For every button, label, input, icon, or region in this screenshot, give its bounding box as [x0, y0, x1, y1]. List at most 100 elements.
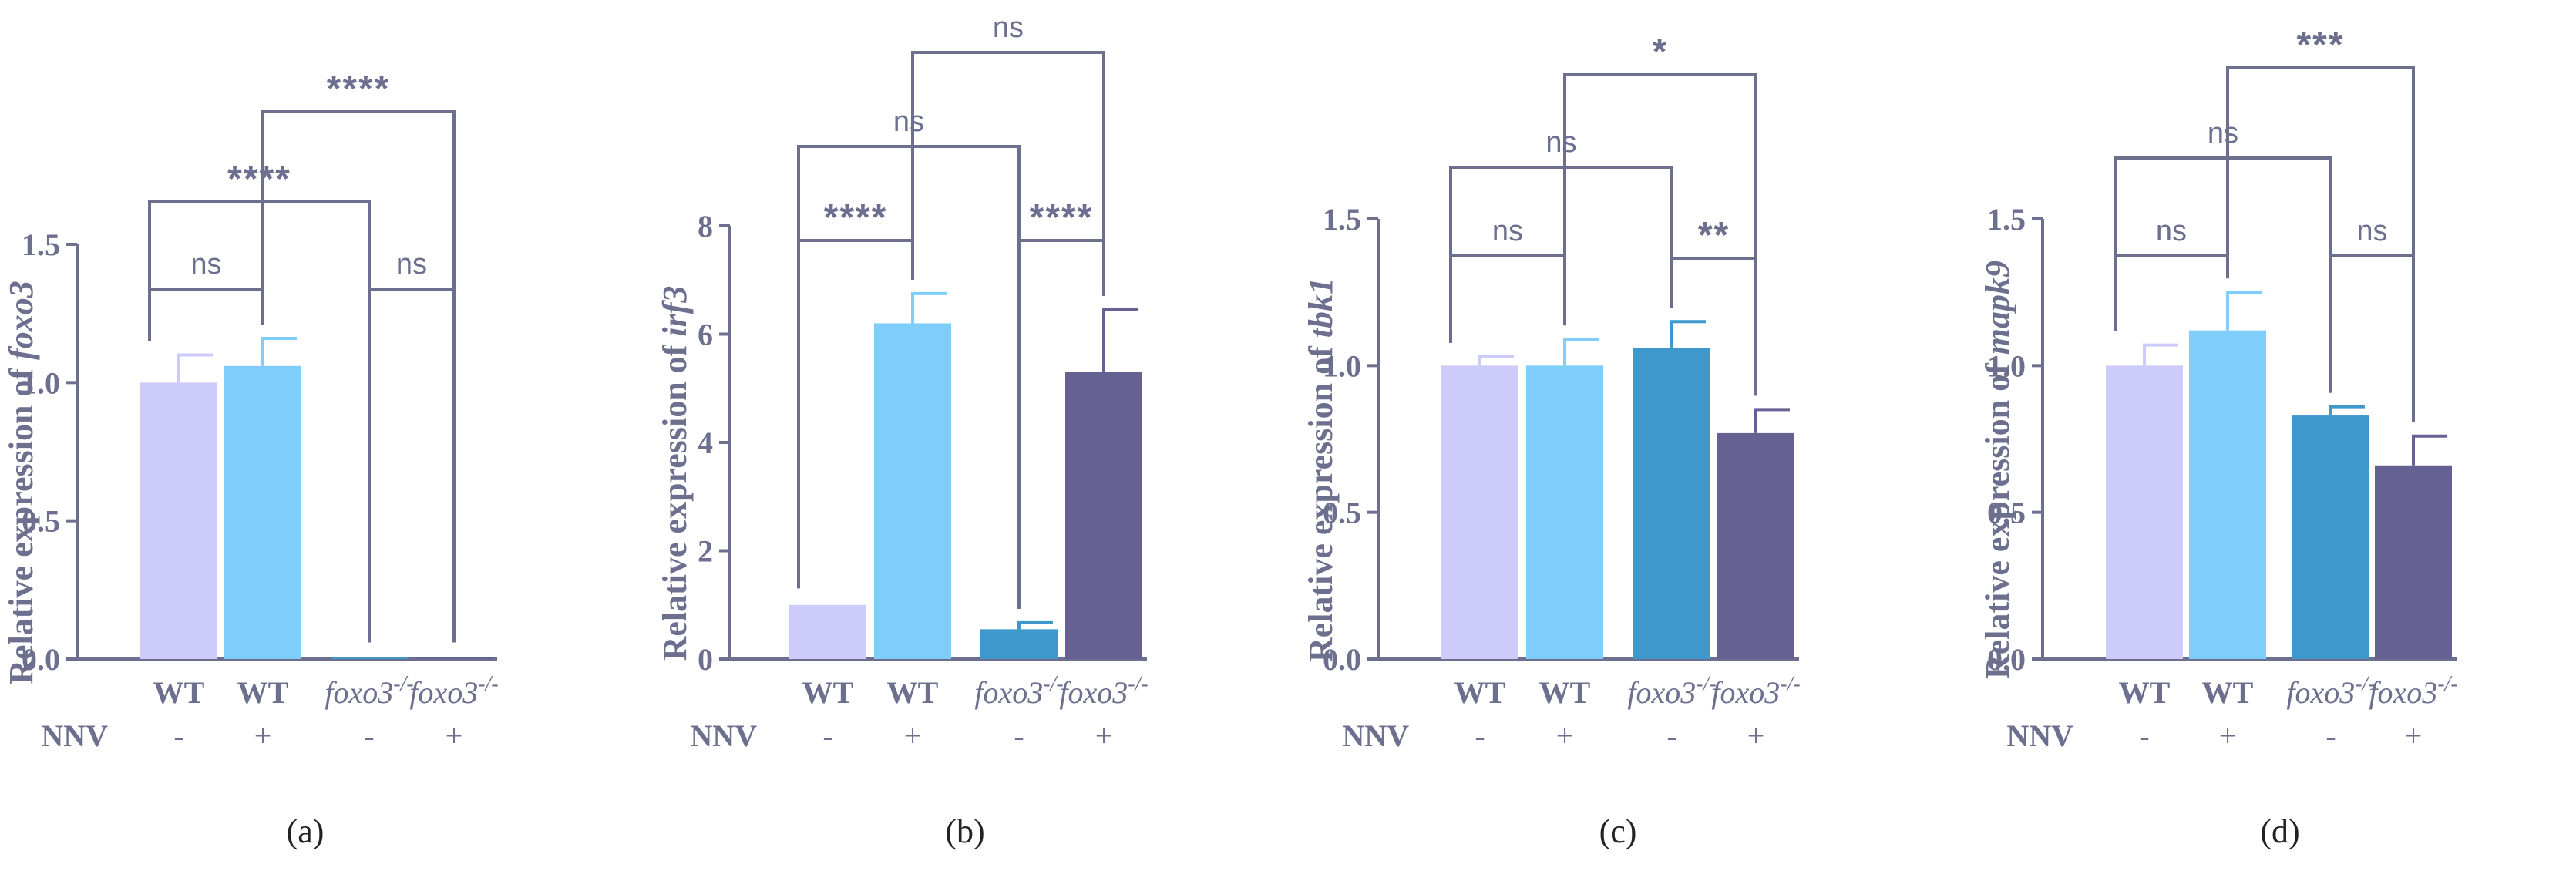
significance-label: ** — [1698, 215, 1730, 256]
x-category-gene: foxo3 — [2369, 675, 2437, 710]
x-category-gene: foxo3 — [1711, 675, 1780, 710]
x-category-label: foxo3-/- — [974, 672, 1063, 710]
y-axis-label-prefix: Relative expression of — [1302, 338, 1340, 662]
treatment-sign: + — [1747, 718, 1765, 753]
bar — [140, 382, 217, 659]
treatment-sign: - — [1475, 718, 1485, 753]
x-category-gene: foxo3 — [974, 675, 1043, 710]
x-category-superscript: -/- — [393, 672, 413, 696]
y-axis-label-prefix: Relative expression of — [1979, 355, 2016, 679]
x-category-label: foxo3-/- — [2286, 672, 2375, 710]
y-axis-label: Relative expression of tbk1 — [1302, 277, 1340, 662]
significance-bracket — [797, 145, 1021, 609]
y-tick-label: 1.5 — [1323, 202, 1361, 237]
x-category-superscript: -/- — [478, 672, 498, 696]
treatment-sign: - — [822, 718, 832, 753]
y-axis-label: Relative expression of mapk9 — [1979, 261, 2016, 679]
significance-bracket — [2114, 254, 2229, 331]
treatment-sign: - — [2139, 718, 2149, 753]
significance-label: ns — [893, 106, 924, 138]
bar — [980, 629, 1058, 659]
significance-label: ns — [2356, 215, 2387, 247]
x-category-label: foxo3-/- — [1059, 672, 1148, 710]
x-category-superscript: -/- — [1043, 672, 1063, 696]
y-axis-label-gene: tbk1 — [1302, 277, 1340, 338]
significance-bracket — [911, 51, 1105, 296]
significance-label: **** — [1030, 197, 1094, 238]
significance-label: ns — [1492, 215, 1523, 247]
y-tick-label: 8 — [698, 209, 713, 244]
significance-label: * — [1653, 32, 1669, 72]
significance-bracket — [148, 288, 264, 341]
y-axis-label-prefix: Relative expression of — [656, 337, 694, 661]
significance-bracket — [1449, 254, 1566, 343]
y-tick-label: 1.0 — [1987, 348, 2026, 383]
y-axis-label: Relative expression of irf3 — [656, 286, 694, 661]
x-category-label: WT — [1454, 675, 1506, 710]
treatment-sign: + — [904, 718, 922, 753]
x-category-superscript: -/- — [1128, 672, 1148, 696]
y-tick-label: 1.0 — [22, 365, 60, 400]
bar — [415, 657, 493, 659]
x-category-superscript: -/- — [2437, 672, 2457, 696]
y-tick-label: 0.5 — [1987, 496, 2026, 530]
y-axis-label-gene: foxo3 — [2, 281, 40, 360]
y-tick-label: 2 — [698, 534, 713, 569]
significance-bracket — [2226, 66, 2415, 422]
x-category-label: WT — [802, 675, 854, 710]
treatment-sign: - — [1666, 718, 1676, 753]
significance-label: ns — [190, 248, 221, 281]
x-category-superscript: -/- — [1696, 672, 1716, 696]
x-category-superscript: -/- — [2355, 672, 2375, 696]
y-axis-label-gene: irf3 — [656, 286, 694, 337]
significance-label: *** — [2296, 25, 2344, 66]
x-category-gene: foxo3 — [1059, 675, 1128, 710]
bar — [331, 657, 408, 659]
bar — [2189, 330, 2266, 659]
y-tick-label: 0.0 — [1323, 642, 1361, 677]
bar — [2375, 465, 2452, 659]
x-category-label: WT — [887, 675, 939, 710]
y-tick-label: 0.0 — [22, 642, 60, 677]
y-axis-label-gene: mapk9 — [1979, 261, 2016, 355]
y-tick-label: 1.0 — [1323, 348, 1361, 383]
x-category-gene: foxo3 — [2286, 675, 2355, 710]
significance-label: ns — [396, 248, 427, 281]
treatment-label: NNV — [1342, 718, 1409, 753]
panel-caption: (a) — [287, 812, 325, 850]
x-category-label: foxo3-/- — [325, 672, 413, 710]
significance-bracket — [1449, 166, 1673, 343]
x-category-gene: foxo3 — [409, 675, 478, 710]
x-category-label: foxo3-/- — [409, 672, 498, 710]
x-category-label: WT — [153, 675, 205, 710]
significance-label: ns — [2208, 117, 2238, 150]
y-tick-label: 4 — [698, 425, 713, 460]
bar — [1633, 348, 1710, 659]
x-category-label: WT — [1539, 675, 1591, 710]
treatment-sign: + — [2219, 718, 2237, 753]
bar — [1717, 432, 1794, 659]
significance-label: ns — [993, 12, 1024, 44]
x-category-label: foxo3-/- — [1711, 672, 1800, 710]
chart-panel-c: 0.0 0.5 1.0 1.5 Relative expression of tbk1 W… — [1302, 32, 1801, 850]
x-category-label: foxo3-/- — [1627, 672, 1716, 710]
significance-label: **** — [824, 197, 888, 238]
bar — [1526, 365, 1603, 659]
treatment-sign: + — [2405, 718, 2423, 753]
significance-bracket — [2114, 156, 2332, 393]
treatment-sign: + — [446, 718, 463, 753]
y-tick-label: 0 — [698, 642, 713, 677]
panel-caption: (c) — [1599, 812, 1637, 850]
treatment-sign: + — [1095, 718, 1113, 753]
treatment-sign: - — [1014, 718, 1024, 753]
treatment-sign: + — [254, 718, 272, 753]
y-tick-label: 6 — [698, 318, 713, 352]
x-category-label: WT — [2119, 675, 2171, 710]
significance-label: ns — [2156, 215, 2187, 247]
chart-panel-d: 0.0 0.5 1.0 1.5 Relative expression of mapk9… — [1979, 25, 2458, 850]
treatment-label: NNV — [690, 718, 757, 753]
treatment-label: NNV — [2006, 718, 2073, 753]
significance-label: **** — [327, 69, 391, 109]
x-category-label: WT — [237, 675, 289, 710]
